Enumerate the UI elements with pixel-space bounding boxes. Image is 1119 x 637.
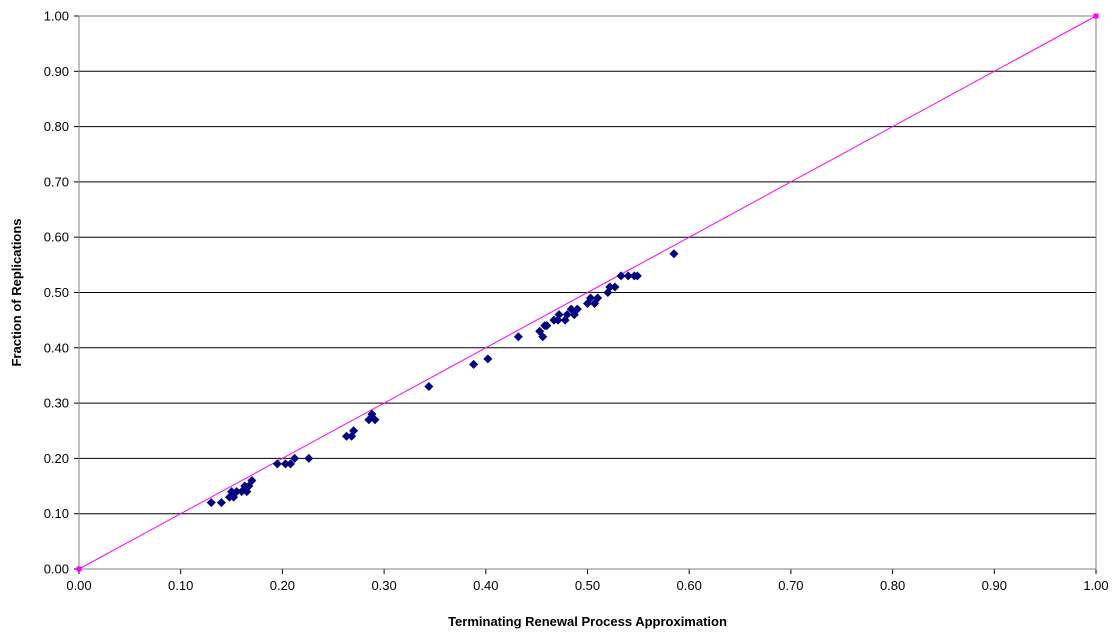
x-tick-label: 0.60 xyxy=(677,578,702,593)
data-point xyxy=(605,282,615,292)
x-tick-label: 0.70 xyxy=(778,578,803,593)
y-axis-title: Fraction of Replications xyxy=(9,218,24,366)
data-point xyxy=(304,453,314,463)
y-tick-label: 0.30 xyxy=(44,396,69,411)
reference-line-marker xyxy=(76,566,82,572)
data-point xyxy=(206,498,216,508)
x-tick-label: 1.00 xyxy=(1083,578,1108,593)
data-point xyxy=(216,498,226,508)
data-point xyxy=(286,459,296,469)
data-point xyxy=(232,487,242,497)
y-tick-label: 0.80 xyxy=(44,119,69,134)
data-points xyxy=(206,249,679,508)
data-point xyxy=(616,271,626,281)
data-point xyxy=(586,293,596,303)
plot-area-frame xyxy=(78,15,1097,570)
x-tick-label: 0.10 xyxy=(168,578,193,593)
y-tick-label: 0.00 xyxy=(44,562,69,577)
x-tick-label: 0.80 xyxy=(880,578,905,593)
reference-line xyxy=(78,15,1097,570)
y-tick-label: 0.70 xyxy=(44,174,69,189)
data-point xyxy=(483,354,493,364)
data-point xyxy=(562,310,572,320)
x-tick-labels: 0.00 0.10 0.20 0.30 0.40 0.50 0.60 0.70 0.80 0.90… xyxy=(66,578,1108,593)
data-point xyxy=(572,304,582,314)
y-tick-label: 0.90 xyxy=(44,64,69,79)
x-tick-label: 0.90 xyxy=(982,578,1007,593)
reference-line-marker xyxy=(1093,13,1099,19)
x-tick-label: 0.20 xyxy=(270,578,295,593)
data-point xyxy=(349,426,359,436)
x-tick-label: 0.00 xyxy=(66,578,91,593)
y-tick-label: 0.50 xyxy=(44,285,69,300)
x-tick-label: 0.50 xyxy=(575,578,600,593)
y-tick-label: 0.60 xyxy=(44,230,69,245)
x-tick-label: 0.40 xyxy=(473,578,498,593)
data-point xyxy=(593,293,603,303)
data-point xyxy=(280,459,290,469)
y-tick-labels: 0.00 0.10 0.20 0.30 0.40 0.50 0.60 0.70 0.80 0.90… xyxy=(44,9,69,577)
data-point xyxy=(272,459,282,469)
data-point xyxy=(669,249,679,259)
y-tick-label: 0.40 xyxy=(44,340,69,355)
data-point xyxy=(513,332,523,342)
data-point xyxy=(370,415,380,425)
data-point xyxy=(424,382,434,392)
data-point xyxy=(632,271,642,281)
data-point xyxy=(290,453,300,463)
x-tick-label: 0.30 xyxy=(371,578,396,593)
data-point xyxy=(469,359,479,369)
data-point xyxy=(341,431,351,441)
x-axis-title: Terminating Renewal Process Approximatio… xyxy=(448,614,727,629)
data-point xyxy=(623,271,633,281)
data-point xyxy=(554,310,564,320)
y-tick-label: 0.20 xyxy=(44,451,69,466)
data-point xyxy=(542,321,552,331)
data-point xyxy=(538,332,548,342)
data-point xyxy=(610,282,620,292)
y-tick-label: 0.10 xyxy=(44,506,69,521)
data-point xyxy=(247,476,257,486)
y-tick-label: 1.00 xyxy=(44,9,69,24)
data-point xyxy=(553,315,563,325)
reference-line-layer xyxy=(76,13,1099,572)
